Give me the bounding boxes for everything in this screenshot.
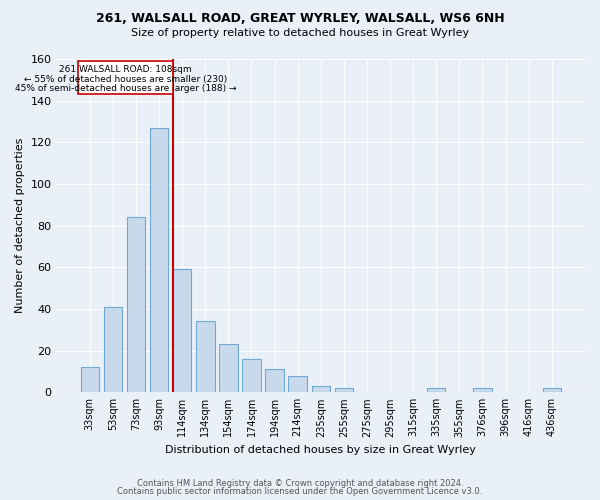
Bar (242, 359, 261, 392)
Y-axis label: Number of detached properties: Number of detached properties (15, 138, 25, 314)
Text: ← 55% of detached houses are smaller (230): ← 55% of detached houses are smaller (23… (24, 74, 227, 84)
Text: Size of property relative to detached houses in Great Wyrley: Size of property relative to detached ho… (131, 28, 469, 38)
Text: Contains public sector information licensed under the Open Government Licence v3: Contains public sector information licen… (118, 487, 482, 496)
Text: 45% of semi-detached houses are larger (188) →: 45% of semi-detached houses are larger (… (15, 84, 236, 94)
Bar (173, 270, 191, 392)
Bar (335, 388, 353, 392)
Bar (127, 218, 145, 392)
Bar (196, 322, 215, 392)
X-axis label: Distribution of detached houses by size in Great Wyrley: Distribution of detached houses by size … (166, 445, 476, 455)
Text: 261, WALSALL ROAD, GREAT WYRLEY, WALSALL, WS6 6NH: 261, WALSALL ROAD, GREAT WYRLEY, WALSALL… (95, 12, 505, 26)
Bar (265, 370, 284, 392)
Bar (542, 388, 561, 392)
Bar (427, 388, 445, 392)
Bar (80, 368, 99, 392)
Bar (219, 344, 238, 393)
Bar (289, 376, 307, 392)
Text: 261 WALSALL ROAD: 108sqm: 261 WALSALL ROAD: 108sqm (59, 65, 192, 74)
Bar (150, 128, 169, 392)
Bar (473, 388, 491, 392)
Bar (104, 307, 122, 392)
Bar (311, 386, 330, 392)
Text: Contains HM Land Registry data © Crown copyright and database right 2024.: Contains HM Land Registry data © Crown c… (137, 478, 463, 488)
Bar (78, 61, 173, 94)
